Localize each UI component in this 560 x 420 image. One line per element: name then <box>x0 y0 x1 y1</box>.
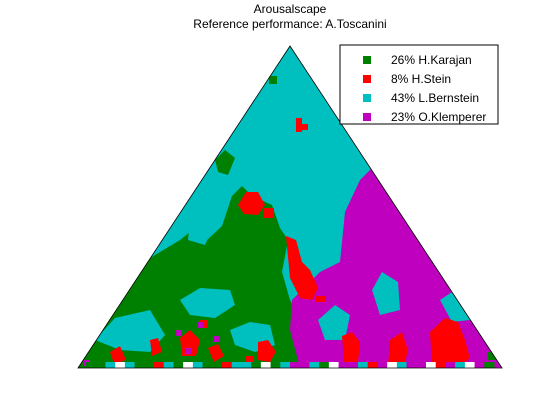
region-stein-patch <box>342 332 360 362</box>
region-bernstein-hole <box>440 290 470 322</box>
legend-label: 43% L.Bernstein <box>391 91 479 105</box>
ternary-plot-area <box>78 46 502 368</box>
region-bernstein-hole <box>95 310 165 352</box>
legend-marker <box>363 113 371 121</box>
legend: 26% H.Karajan 8% H.Stein 43% L.Bernstein 2… <box>339 44 499 125</box>
region-karajan-pocket <box>215 150 235 175</box>
baseline-strip-cell <box>183 362 194 368</box>
region-karajan-speck <box>488 352 496 360</box>
region-stein-patch <box>296 118 302 132</box>
baseline-strip-cell <box>319 362 330 368</box>
baseline-strip-cell <box>396 362 408 368</box>
region-stein-patch <box>258 340 276 362</box>
baseline-strip-cell <box>134 362 145 368</box>
region-klemperer-speck <box>214 336 220 342</box>
baseline-strip-cell <box>163 362 174 368</box>
baseline-strip-cell <box>455 362 466 368</box>
baseline-strip-cell <box>358 362 369 368</box>
baseline-strip-cell <box>416 362 427 368</box>
baseline-strip-cell <box>192 362 204 368</box>
baseline-strip-cell <box>367 362 378 368</box>
baseline-strip-cell <box>426 362 437 368</box>
baseline-strip-cell <box>222 362 233 368</box>
region-bernstein-hole <box>188 210 215 245</box>
baseline-strip-cell <box>124 362 136 368</box>
baseline-strip-cell <box>445 362 456 368</box>
region-stein-patch <box>246 356 254 364</box>
baseline-strip-cell <box>115 362 126 368</box>
legend-marker <box>363 94 371 102</box>
region-klemperer-speck <box>186 348 192 354</box>
baseline-strip-cell <box>144 362 155 368</box>
region-klemperer-speck <box>198 322 204 328</box>
region-stein-patch <box>388 332 408 366</box>
legend-marker <box>363 75 371 83</box>
region-stein-patch <box>430 318 470 366</box>
baseline-strip-cell <box>280 362 291 368</box>
legend-label: 8% H.Stein <box>391 72 451 86</box>
region-stein-patch <box>286 236 318 300</box>
baseline-strip-cell <box>309 362 320 368</box>
baseline-strip-cell <box>154 362 165 368</box>
baseline-strip-cell <box>435 362 446 368</box>
legend-label: 23% O.Klemperer <box>391 110 486 124</box>
baseline-strip-cell <box>270 362 281 368</box>
baseline-strip-cell <box>464 362 476 368</box>
baseline-strip-cell <box>474 362 485 368</box>
region-klemperer-speck <box>300 348 306 354</box>
baseline-strip-cell <box>105 362 116 368</box>
baseline-strip-cell <box>338 362 349 368</box>
baseline-strip-cell <box>231 362 242 368</box>
region-stein-patch <box>150 338 162 356</box>
baseline-strip-cell <box>328 362 340 368</box>
baseline-strip-cell <box>202 362 213 368</box>
baseline-strip-cell <box>290 362 301 368</box>
region-stein-patch <box>110 346 126 364</box>
baseline-strip-cell <box>212 362 223 368</box>
legend-label: 26% H.Karajan <box>391 53 472 67</box>
region-bernstein-hole <box>318 305 350 340</box>
baseline-strip-cell <box>377 362 388 368</box>
region-stein-patch <box>264 208 274 218</box>
baseline-strip-cell <box>348 362 359 368</box>
region-stein-patch <box>300 124 308 130</box>
region-klemperer-speck <box>176 330 182 336</box>
region-stein-patch <box>238 192 265 215</box>
region-stein-patch <box>316 296 326 302</box>
baseline-strip-cell <box>299 362 310 368</box>
baseline-strip-cell <box>173 362 184 368</box>
region-stein-patch <box>180 330 200 356</box>
baseline-strip-cell <box>251 362 262 368</box>
baseline-strip-cell <box>86 362 97 368</box>
chart-subtitle: Reference performance: A.Toscanini <box>193 17 386 31</box>
ternary-triangle-outline <box>77 45 503 369</box>
baseline-strip-cell <box>260 362 272 368</box>
region-stein-patch <box>208 344 224 362</box>
baseline-strip-cell <box>387 362 398 368</box>
region-karajan-pocket <box>269 76 277 84</box>
region-bernstein-hole <box>180 288 235 318</box>
baseline-strip-cell <box>95 362 106 368</box>
baseline-strip-cell <box>484 362 495 368</box>
baseline-strip-cell <box>406 362 417 368</box>
legend-marker <box>363 56 371 64</box>
chart-title: Arousalscape <box>254 2 327 16</box>
baseline-strip-cell <box>241 362 252 368</box>
region-bernstein-hole <box>372 272 400 315</box>
